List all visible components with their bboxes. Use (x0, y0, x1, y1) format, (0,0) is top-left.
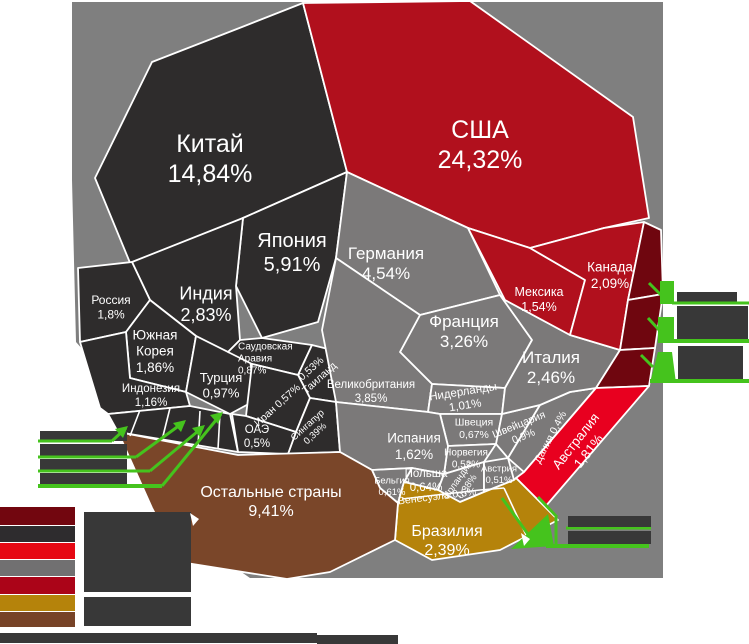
callout-arrowhead-icon (511, 514, 554, 549)
redacted-label (677, 292, 737, 304)
legend-swatch (0, 543, 75, 559)
cell-canada-label: Канада 2,09% (587, 260, 633, 291)
cell-south-korea-label: Южная Корея 1,86% (133, 328, 178, 375)
cell-france-label: Франция 3,26% (429, 312, 499, 351)
callout-green-line (149, 425, 204, 473)
redacted-text-block (84, 512, 191, 592)
cell-uk-label: Великобритания 3,85% (327, 379, 415, 405)
callout-green-line (639, 353, 655, 369)
cell-other-countries-label: Остальные страны 9,41% (200, 484, 341, 520)
redacted-label (678, 346, 743, 379)
callout-arrowhead-icon (173, 420, 186, 432)
redacted-text-block (0, 633, 317, 643)
redacted-text-block (84, 597, 191, 626)
callout-green-marker (658, 317, 674, 343)
callout-arrowhead-icon (115, 426, 128, 438)
legend-swatch (0, 507, 75, 525)
legend-swatch (0, 595, 75, 611)
callout-green-marker (660, 281, 674, 304)
cell-divider-border (129, 409, 141, 437)
cell-divider-border (401, 489, 481, 500)
cell-indonesia-label: Индонезия 1,16% (122, 383, 180, 409)
cell-indonesia (79, 331, 191, 415)
cell-divider-border (161, 407, 171, 441)
cell-saudi-arabia-label: Саудовская Аравия 0,87% (238, 342, 293, 377)
cell-brazil-label: Бразилия 2,39% (411, 523, 482, 559)
callout-green-line (160, 413, 223, 487)
redacted-label (40, 444, 127, 456)
callout-arrowhead-icon (192, 425, 205, 437)
cell-turkey-label: Турция 0,97% (200, 370, 243, 401)
legend-swatch (0, 560, 75, 576)
cell-japan-label: Япония 5,91% (257, 230, 326, 276)
cell-austria-label: Австрия 0,51% (481, 464, 517, 486)
cell-china-label: Китай 14,84% (168, 130, 253, 188)
cell-russia-label: Россия 1,8% (91, 293, 130, 321)
legend-swatch (0, 612, 75, 627)
cell-south-america-gold (394, 477, 559, 561)
redacted-label (40, 473, 127, 484)
callout-green-line (500, 497, 532, 538)
redacted-text-block (317, 635, 398, 644)
cell-mexico-label: Мексика 1,54% (514, 285, 563, 314)
cell-poland-label: Польша 0,64% (405, 468, 448, 494)
redacted-label (568, 531, 651, 544)
cell-germany-label: Германия 4,54% (348, 244, 424, 283)
cell-belgium-label: Бельгия 0,61% (374, 476, 410, 498)
redacted-label (40, 431, 127, 441)
cell-norway-label: Норвегия 0,52% (444, 448, 488, 471)
cell-india-label: Индия 2,83% (179, 284, 232, 326)
cell-sweden-label: Швеция 0,67% (455, 416, 494, 441)
cell-uae-label: ОАЭ 0,5% (244, 424, 270, 450)
redacted-label (40, 459, 127, 470)
callout-green-marker (650, 352, 676, 383)
callout-green-line (646, 316, 662, 333)
cell-spain-label: Испания 1,62% (387, 431, 441, 462)
legend-swatch (0, 577, 75, 594)
callout-green-line (135, 420, 185, 459)
callout-arrowhead-icon (210, 412, 223, 424)
cursor-arrow-icon (190, 513, 199, 526)
cell-usa-label: США 24,32% (438, 116, 523, 174)
cell-divider-border (479, 487, 505, 491)
cursor-arrow-icon (521, 533, 530, 546)
cell-italy-label: Италия 2,46% (522, 348, 580, 387)
callout-green-line (536, 495, 559, 519)
legend-swatch (0, 526, 75, 542)
redacted-label (568, 516, 651, 527)
cursor-arrow-icon (104, 418, 113, 431)
callout-green-line (647, 281, 663, 297)
redacted-label (677, 306, 748, 342)
